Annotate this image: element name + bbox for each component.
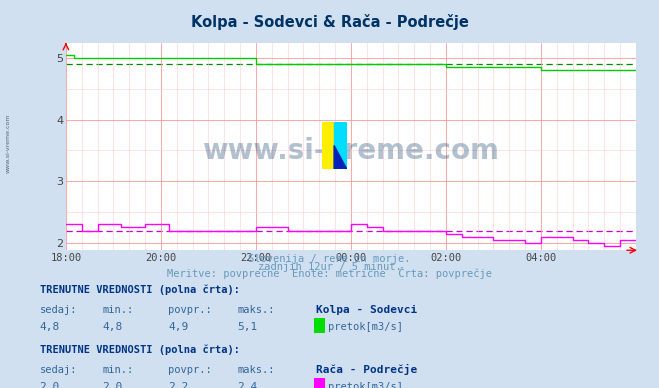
Text: 4,8: 4,8 [102, 322, 123, 332]
Text: sedaj:: sedaj: [40, 365, 77, 375]
Text: min.:: min.: [102, 365, 133, 375]
Text: maks.:: maks.: [237, 365, 275, 375]
Bar [322, 122, 334, 169]
Text: TRENUTNE VREDNOSTI (polna črta):: TRENUTNE VREDNOSTI (polna črta): [40, 284, 239, 295]
Text: 4,8: 4,8 [40, 322, 60, 332]
Text: 2,0: 2,0 [40, 382, 60, 388]
Text: 2,0: 2,0 [102, 382, 123, 388]
Text: 2,4: 2,4 [237, 382, 258, 388]
Text: Rača - Podrečje: Rača - Podrečje [316, 364, 418, 375]
Text: 4,9: 4,9 [168, 322, 188, 332]
Text: www.si-vreme.com: www.si-vreme.com [202, 137, 500, 165]
Text: 5,1: 5,1 [237, 322, 258, 332]
Text: Meritve: povprečne  Enote: metrične  Črta: povprečje: Meritve: povprečne Enote: metrične Črta:… [167, 267, 492, 279]
Text: pretok[m3/s]: pretok[m3/s] [328, 322, 403, 332]
Text: Kolpa - Sodevci: Kolpa - Sodevci [316, 305, 418, 315]
Text: min.:: min.: [102, 305, 133, 315]
Text: pretok[m3/s]: pretok[m3/s] [328, 382, 403, 388]
Text: maks.:: maks.: [237, 305, 275, 315]
Text: sedaj:: sedaj: [40, 305, 77, 315]
Text: zadnjih 12ur / 5 minut.: zadnjih 12ur / 5 minut. [258, 262, 401, 272]
Text: povpr.:: povpr.: [168, 365, 212, 375]
Text: Slovenija / reke in morje.: Slovenija / reke in morje. [248, 254, 411, 264]
Text: Kolpa - Sodevci & Rača - Podrečje: Kolpa - Sodevci & Rača - Podrečje [190, 14, 469, 29]
Text: TRENUTNE VREDNOSTI (polna črta):: TRENUTNE VREDNOSTI (polna črta): [40, 345, 239, 355]
Text: www.si-vreme.com: www.si-vreme.com [5, 114, 11, 173]
Text: povpr.:: povpr.: [168, 305, 212, 315]
Polygon shape [334, 146, 347, 169]
Polygon shape [334, 122, 347, 169]
Text: 2,2: 2,2 [168, 382, 188, 388]
